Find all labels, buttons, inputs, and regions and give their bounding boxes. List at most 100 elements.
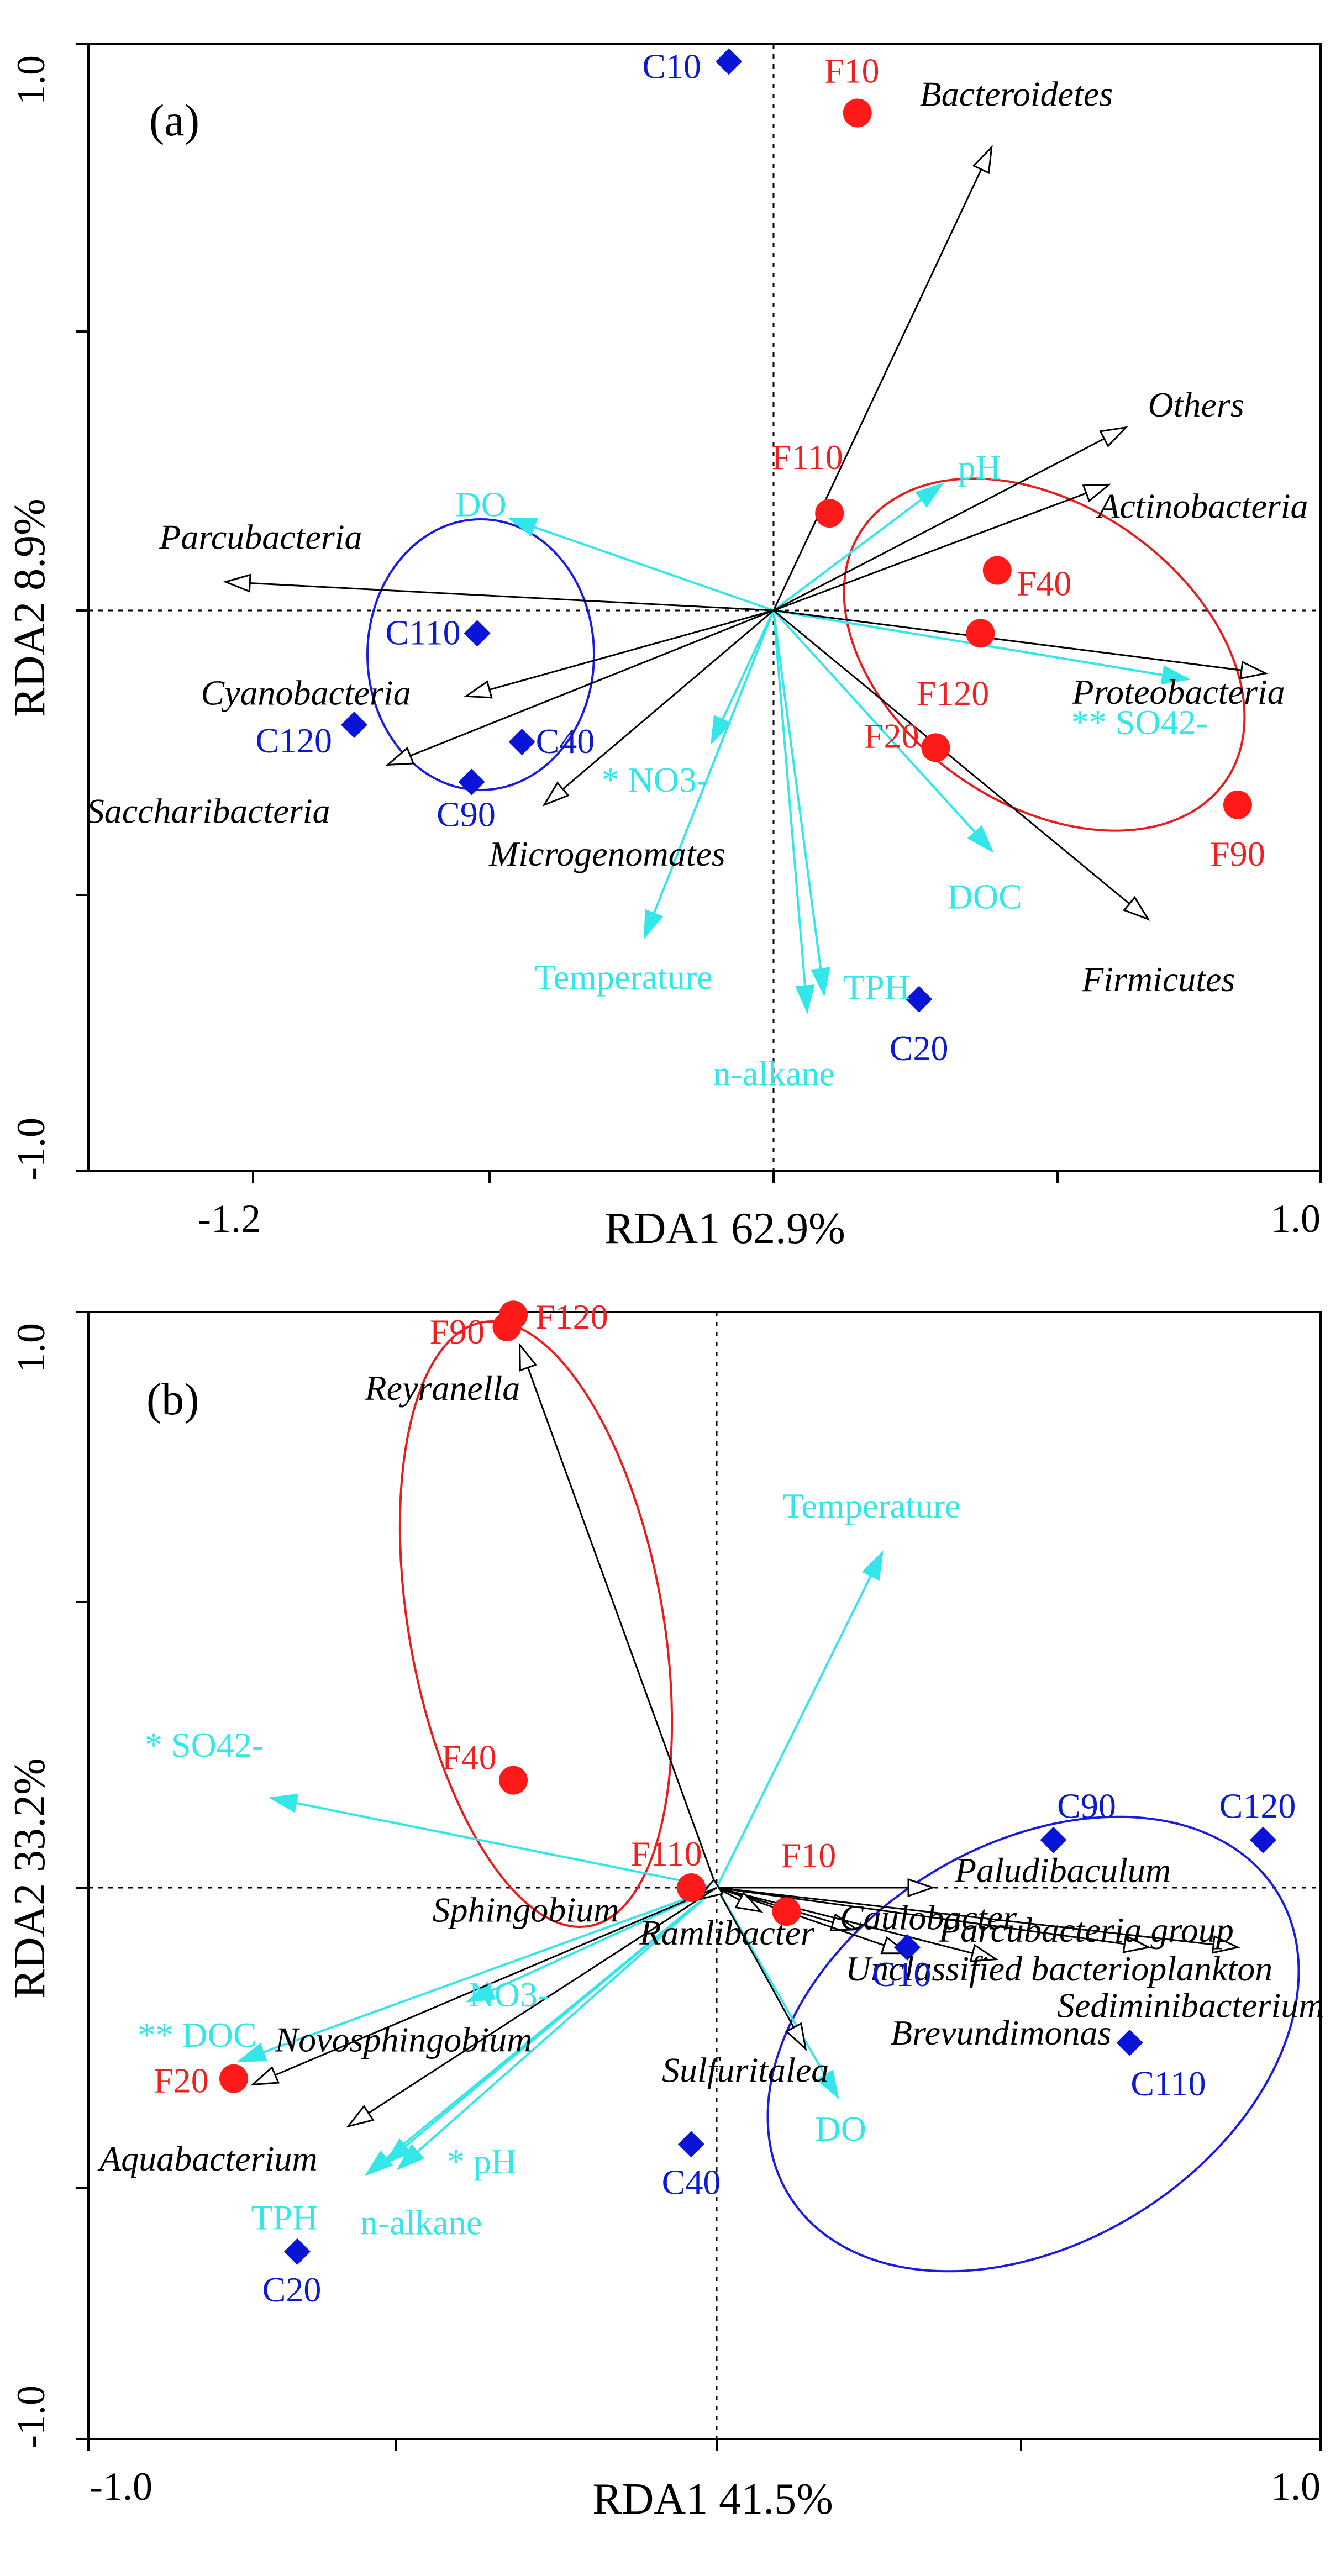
panel-b-env-arrow-doc-head [236,2042,267,2062]
panel-a-species-arrow-firmicutes-head [1123,895,1150,921]
panel-b-sample-label-c120: C120 [1219,1787,1296,1826]
panel-b-species-arrow-parcubacteria-group [716,1887,1151,1953]
panel-a-sample-point-f40 [982,556,1012,585]
panel-b-env-arrow-doc [236,1887,717,2062]
panel-a-species-arrow-others-shaft [773,438,1105,612]
panel-b-species-arrow-aquabacterium-head [346,2104,375,2128]
panel-a-sample-point-f20 [921,733,950,762]
panel-a-sample-label-f90: F90 [1210,834,1265,873]
panel-b-y-tick-label-min: -1.0 [9,2385,53,2448]
panel-b-species-arrow-unclassified-bacterioplankton [716,1887,1240,1954]
panel-b-species-arrow-reyranella-shaft [527,1367,718,1888]
panel-a-y-tick-label-max: 1.0 [9,55,53,105]
panel-b-env-arrow-no3 [465,1887,717,2003]
panel-a-sample-point-c10 [716,48,743,75]
panel-b-plot-frame [87,1311,1322,2440]
panel-b-species-arrow-reyranella [518,1342,718,1888]
panel-b-sample-label-c90: C90 [1057,1787,1116,1826]
panel-b-x-axis-label: RDA1 41.5% [592,2475,833,2524]
panel-a-env-arrow-tph [772,610,830,997]
panel-b-species-label-novosphingobium: Novosphingobium [275,2020,533,2059]
panel-b-env-arrow-temperature [716,1550,884,1888]
panel-a-species-arrow-bacteroidetes-shaft [772,168,982,611]
panel-a-species-arrow-parcubacteria [223,573,774,612]
panel-b-env-label-ph: * pH [447,2142,517,2181]
panel-a-species-arrow-microgenomates-head [542,781,570,807]
panel-b-sample-point-c10 [894,1934,921,1961]
panel-a-ellipse-c-group [366,518,595,791]
figure-background-layer [76,43,1322,2451]
panel-b-y-axis-label: RDA2 33.2% [6,1758,54,1999]
panel-a-species-arrow-cyanobacteria [463,609,774,699]
panel-a-env-arrow-so42 [773,609,1191,685]
panel-b-env-label-do: DO [816,2109,866,2148]
panel-b-sample-point-f10 [772,1897,801,1926]
panel-a-env-arrow-doc-head [967,825,994,854]
panel-a-env-label-tph: TPH [843,967,910,1007]
panel-b-species-arrow-novosphingobium-head [250,2066,280,2086]
figure-lines-layer [223,145,1269,2177]
panel-a-sample-label-f40: F40 [1017,564,1072,603]
panel-a-env-label-ph: pH [958,447,1001,487]
panel-b-sample-label-f120: F120 [535,1297,608,1336]
panel-a-env-arrow-temperature [643,610,775,940]
panel-b-species-arrow-paludibaculum [717,1878,935,1898]
panel-a-species-arrow-parcubacteria-shaft [250,582,774,612]
panel-a-species-arrow-bacteroidetes-head [972,145,993,175]
panel-b-species-label-reyranella: Reyranella [365,1368,520,1408]
panel-a-species-arrow-bacteroidetes [772,145,993,611]
panel-a-env-label-temperature: Temperature [534,957,712,997]
panel-a-env-arrow-ph-shaft [772,498,923,612]
panel-b-label: (b) [146,1374,199,1424]
panel-b-species-arrow-unclassified-bacterioplankton-shaft [716,1887,1214,1946]
panel-b-env-arrow-doc-shaft [262,1887,717,2054]
panel-b-sample-label-c10: C10 [872,1955,932,1994]
panel-b-sample-point-c110 [1116,2029,1143,2056]
panel-b-env-arrow-tph [364,1887,718,2177]
panel-a-env-arrow-no3-shaft [721,610,775,721]
figure-marks-layer [219,48,1276,2265]
panel-a-species-arrow-actinobacteria [773,483,1112,612]
panel-b-env-arrow-temperature-head [861,1550,884,1581]
panel-a-ellipse-f-group [843,477,1246,832]
panel-b-species-label-brevundimonas: Brevundimonas [891,2013,1111,2052]
panel-b-sample-point-f120 [499,1300,528,1330]
panel-a-species-arrow-proteobacteria [773,609,1269,680]
panel-a-species-arrow-microgenomates-shaft [562,609,774,790]
panel-a-env-label-no3: * NO3- [602,760,709,799]
panel-b-env-label-temperature: Temperature [782,1486,960,1525]
panel-a-env-arrow-do [507,518,774,612]
panel-b-env-arrow-n-alkane-shaft [416,1887,718,2153]
panel-a-env-arrow-temperature-shaft [653,610,775,914]
panel-b-species-arrow-reyranella-head [518,1342,538,1372]
panel-b-sample-label-f110: F110 [630,1834,702,1873]
panel-b-sample-point-c90 [1040,1826,1067,1853]
panel-b-sample-label-f40: F40 [441,1738,497,1777]
panel-a-env-arrow-do-head [507,518,538,537]
panel-a-species-arrow-saccharibacteria [385,609,774,766]
panel-a-env-arrow-so42-head [1160,665,1191,685]
panel-b-sample-label-c40: C40 [662,2162,721,2201]
panel-a-species-arrow-saccharibacteria-head [385,746,415,766]
panel-a-sample-point-c20 [906,986,933,1013]
panel-b-env-arrow-n-alkane [396,1887,718,2171]
panel-a-env-arrow-no3 [711,610,775,745]
panel-b-species-label-sphingobium: Sphingobium [433,1890,619,1930]
panel-a-species-label-saccharibacteria: Saccharibacteria [87,791,330,830]
panel-a-env-arrow-so42-shaft [773,609,1164,676]
panel-b-env-label-n-alkane: n-alkane [360,2203,482,2242]
panel-a-sample-point-c40 [508,729,535,756]
panel-a-species-label-others: Others [1148,385,1244,424]
panel-a-y-axis-label: RDA2 8.9% [6,498,54,717]
panel-a-env-arrow-ph [772,482,944,612]
panel-b-species-label-parcubacteria-group: Parcubacteria group [938,1910,1234,1950]
panel-b-sample-label-f10: F10 [781,1836,837,1875]
panel-b-x-tick-label-min: -1.0 [90,2464,152,2509]
panel-b-species-arrow-sediminibacterium [716,1887,999,1962]
panel-a-sample-point-f90 [1223,790,1252,819]
panel-b-env-arrow-temperature-shaft [716,1574,872,1888]
panel-b-species-label-unclassified-bacterioplankton: Unclassified bacterioplankton [845,1949,1272,1988]
panel-b-species-label-sulfuritalea: Sulfuritalea [662,2051,829,2090]
panel-a-env-label-n-alkane: n-alkane [713,1054,835,1093]
panel-b-species-arrow-unclassified-bacterioplankton-head [1211,1935,1240,1954]
